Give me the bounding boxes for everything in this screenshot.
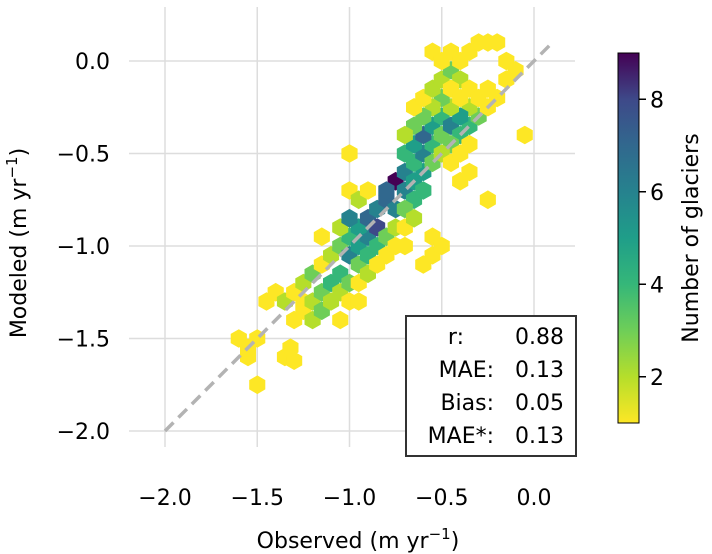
- hexbin-cell: [341, 208, 358, 228]
- hexbin-cell: [350, 292, 367, 311]
- colorbar-label: Number of glaciers: [679, 133, 704, 342]
- hexbin-cell: [249, 375, 266, 395]
- stat-bias-label: Bias:: [440, 391, 494, 416]
- colorbar-tick-label: 6: [650, 181, 664, 206]
- y-tick-label: −1.0: [57, 235, 110, 260]
- stat-mae-star-value: 0.13: [515, 424, 564, 449]
- x-axis-ticks: −2.0 −1.5 −1.0 −0.5 0.0: [138, 486, 551, 511]
- y-axis-label: Modeled (m yr−1): [3, 148, 32, 338]
- hexbin-cell: [332, 310, 349, 330]
- hexbin-cell: [369, 255, 386, 274]
- stat-r-value: 0.88: [515, 325, 564, 350]
- hexbin-layer: [230, 33, 533, 395]
- y-tick-label: −2.0: [57, 420, 110, 445]
- colorbar-tick-label: 8: [650, 88, 664, 113]
- stat-mae-label: MAE:: [439, 358, 494, 383]
- y-tick-label: 0.0: [75, 50, 110, 75]
- one-to-one-reference-line: [163, 41, 554, 433]
- hexbin-cell: [396, 125, 413, 145]
- hexbin-cell: [479, 190, 496, 210]
- stat-mae-star-label: MAE*:: [428, 424, 494, 449]
- hexbin-cell: [461, 134, 478, 154]
- hexbin-cell: [433, 236, 450, 256]
- y-tick-label: −1.5: [57, 328, 110, 353]
- hexbin-cell: [378, 181, 395, 200]
- stat-mae-value: 0.13: [515, 358, 564, 383]
- colorbar-tick-label: 2: [650, 366, 664, 391]
- hexbin-cell: [479, 79, 496, 98]
- hexbin-cell: [498, 70, 515, 89]
- hexbin-cell: [313, 227, 330, 247]
- x-axis-label: Observed (m yr−1): [257, 525, 460, 554]
- hexbin-cell: [341, 144, 358, 163]
- x-tick-label: −2.0: [138, 486, 191, 511]
- hexbin-cell: [415, 181, 432, 200]
- y-tick-label: −0.5: [57, 143, 110, 168]
- colorbar-ticks: 2 4 6 8: [639, 88, 664, 391]
- x-tick-label: −1.5: [231, 486, 284, 511]
- stat-r-label: r:: [448, 325, 464, 350]
- hexbin-cell: [359, 181, 376, 200]
- x-tick-label: −1.0: [323, 486, 376, 511]
- stat-bias-value: 0.05: [515, 391, 564, 416]
- x-tick-label: −0.5: [415, 486, 468, 511]
- x-tick-label: 0.0: [517, 486, 552, 511]
- hexbin-cell: [516, 125, 533, 145]
- y-axis-ticks: 0.0 −0.5 −1.0 −1.5 −2.0: [57, 50, 110, 445]
- colorbar: [617, 52, 640, 424]
- hexbin-cell: [406, 208, 423, 228]
- hexbin-cell: [489, 33, 506, 52]
- hexbin-cell: [452, 171, 469, 191]
- hexbin-cell: [282, 338, 299, 358]
- hexbin-cell: [415, 255, 432, 274]
- stats-box: r: 0.88 MAE: 0.13 Bias: 0.05 MAE*: 0.13: [405, 315, 577, 457]
- hexbin-cell: [396, 236, 413, 256]
- colorbar-tick-label: 4: [650, 273, 664, 298]
